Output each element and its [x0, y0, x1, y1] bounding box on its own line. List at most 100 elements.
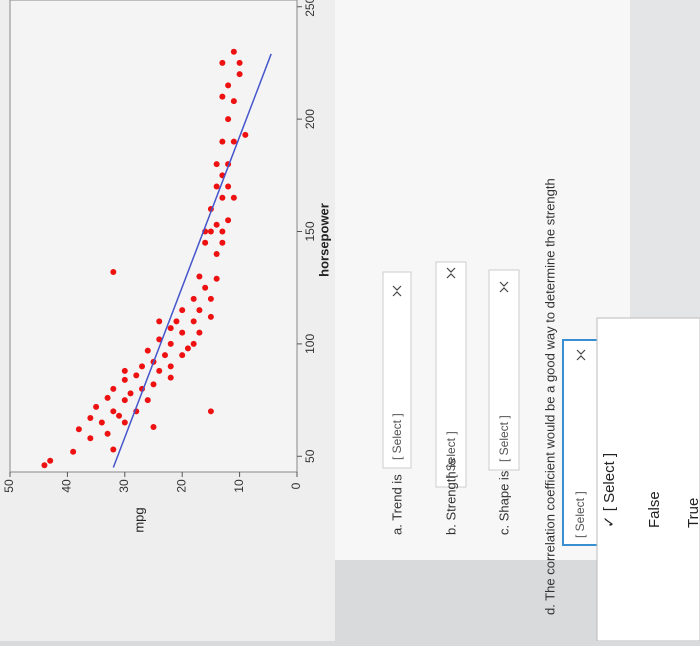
point: [150, 381, 157, 388]
point: [110, 408, 117, 415]
point: [202, 284, 209, 291]
y-tick-label: 10: [232, 479, 246, 493]
point: [225, 217, 232, 224]
point: [190, 340, 197, 347]
point: [93, 403, 100, 410]
x-tick-label: 150: [303, 221, 317, 241]
point: [156, 336, 163, 343]
select-box[interactable]: [562, 339, 600, 546]
point: [139, 363, 146, 370]
plot-frame: [9, 0, 298, 473]
point: [104, 430, 111, 437]
point: [236, 59, 243, 66]
point: [242, 131, 249, 138]
point: [213, 161, 220, 168]
select-text[interactable]: [ Select ]: [390, 413, 404, 460]
point: [184, 345, 191, 352]
point: [161, 352, 168, 359]
point: [196, 273, 203, 280]
x-axis-label: horsepower: [316, 203, 331, 277]
select-text[interactable]: [ Select ]: [444, 431, 458, 478]
point: [213, 221, 220, 228]
point: [190, 318, 197, 325]
point: [219, 93, 226, 100]
select-text[interactable]: [ Select ]: [573, 491, 587, 538]
y-tick-label: 20: [174, 479, 188, 493]
point: [230, 48, 237, 55]
point: [156, 318, 163, 325]
y-tick-label: 40: [60, 479, 74, 493]
point: [207, 295, 214, 302]
point: [207, 313, 214, 320]
y-tick-label: 50: [2, 479, 16, 493]
x-tick-label: 100: [303, 334, 317, 354]
dropdown-option[interactable]: False: [646, 491, 663, 528]
point: [121, 419, 128, 426]
y-tick-label: 0: [289, 482, 303, 489]
point: [167, 363, 174, 370]
point: [219, 228, 226, 235]
point: [179, 307, 186, 314]
point: [121, 376, 128, 383]
question-label: c. Shape is: [496, 470, 511, 535]
point: [225, 82, 232, 89]
point: [156, 367, 163, 374]
point: [121, 367, 128, 374]
point: [41, 462, 48, 469]
point: [179, 352, 186, 359]
point: [219, 138, 226, 145]
point: [196, 307, 203, 314]
point: [144, 397, 151, 404]
point: [110, 385, 117, 392]
select-text[interactable]: [ Select ]: [497, 415, 511, 462]
trend-line: [112, 53, 272, 468]
point: [230, 194, 237, 201]
point: [167, 374, 174, 381]
point: [167, 340, 174, 347]
point: [213, 275, 220, 282]
point: [87, 435, 94, 442]
question-label: d. The correlation coefficient would be …: [542, 178, 557, 615]
point: [144, 347, 151, 354]
point: [207, 408, 214, 415]
point: [121, 397, 128, 404]
point: [167, 325, 174, 332]
x-tick-label: 250: [303, 0, 317, 17]
point: [70, 448, 77, 455]
select-box[interactable]: [435, 261, 467, 488]
point: [127, 390, 134, 397]
x-tick-label: 200: [303, 109, 317, 129]
chevrons: [392, 267, 586, 361]
y-tick-label: 30: [117, 479, 131, 493]
point: [207, 228, 214, 235]
point: [173, 318, 180, 325]
point: [230, 138, 237, 145]
question-label: b. Strength is: [443, 458, 458, 535]
point: [150, 424, 157, 431]
point: [202, 239, 209, 246]
select-box[interactable]: [488, 269, 520, 471]
point: [116, 412, 123, 419]
point: [219, 239, 226, 246]
dropdown-option[interactable]: True: [685, 498, 700, 528]
point: [110, 268, 117, 275]
point: [47, 457, 54, 464]
select-box[interactable]: [382, 271, 412, 469]
point: [133, 372, 140, 379]
point: [87, 415, 94, 422]
dropdown-option[interactable]: ✓ [ Select ]: [601, 453, 618, 528]
point: [230, 98, 237, 105]
point: [110, 446, 117, 453]
point: [75, 426, 82, 433]
point: [225, 183, 232, 190]
point: [190, 295, 197, 302]
point: [104, 394, 111, 401]
point: [236, 71, 243, 78]
question-label: a. Trend is: [389, 474, 404, 535]
point: [213, 183, 220, 190]
point: [98, 419, 105, 426]
point: [219, 59, 226, 66]
point: [196, 329, 203, 336]
